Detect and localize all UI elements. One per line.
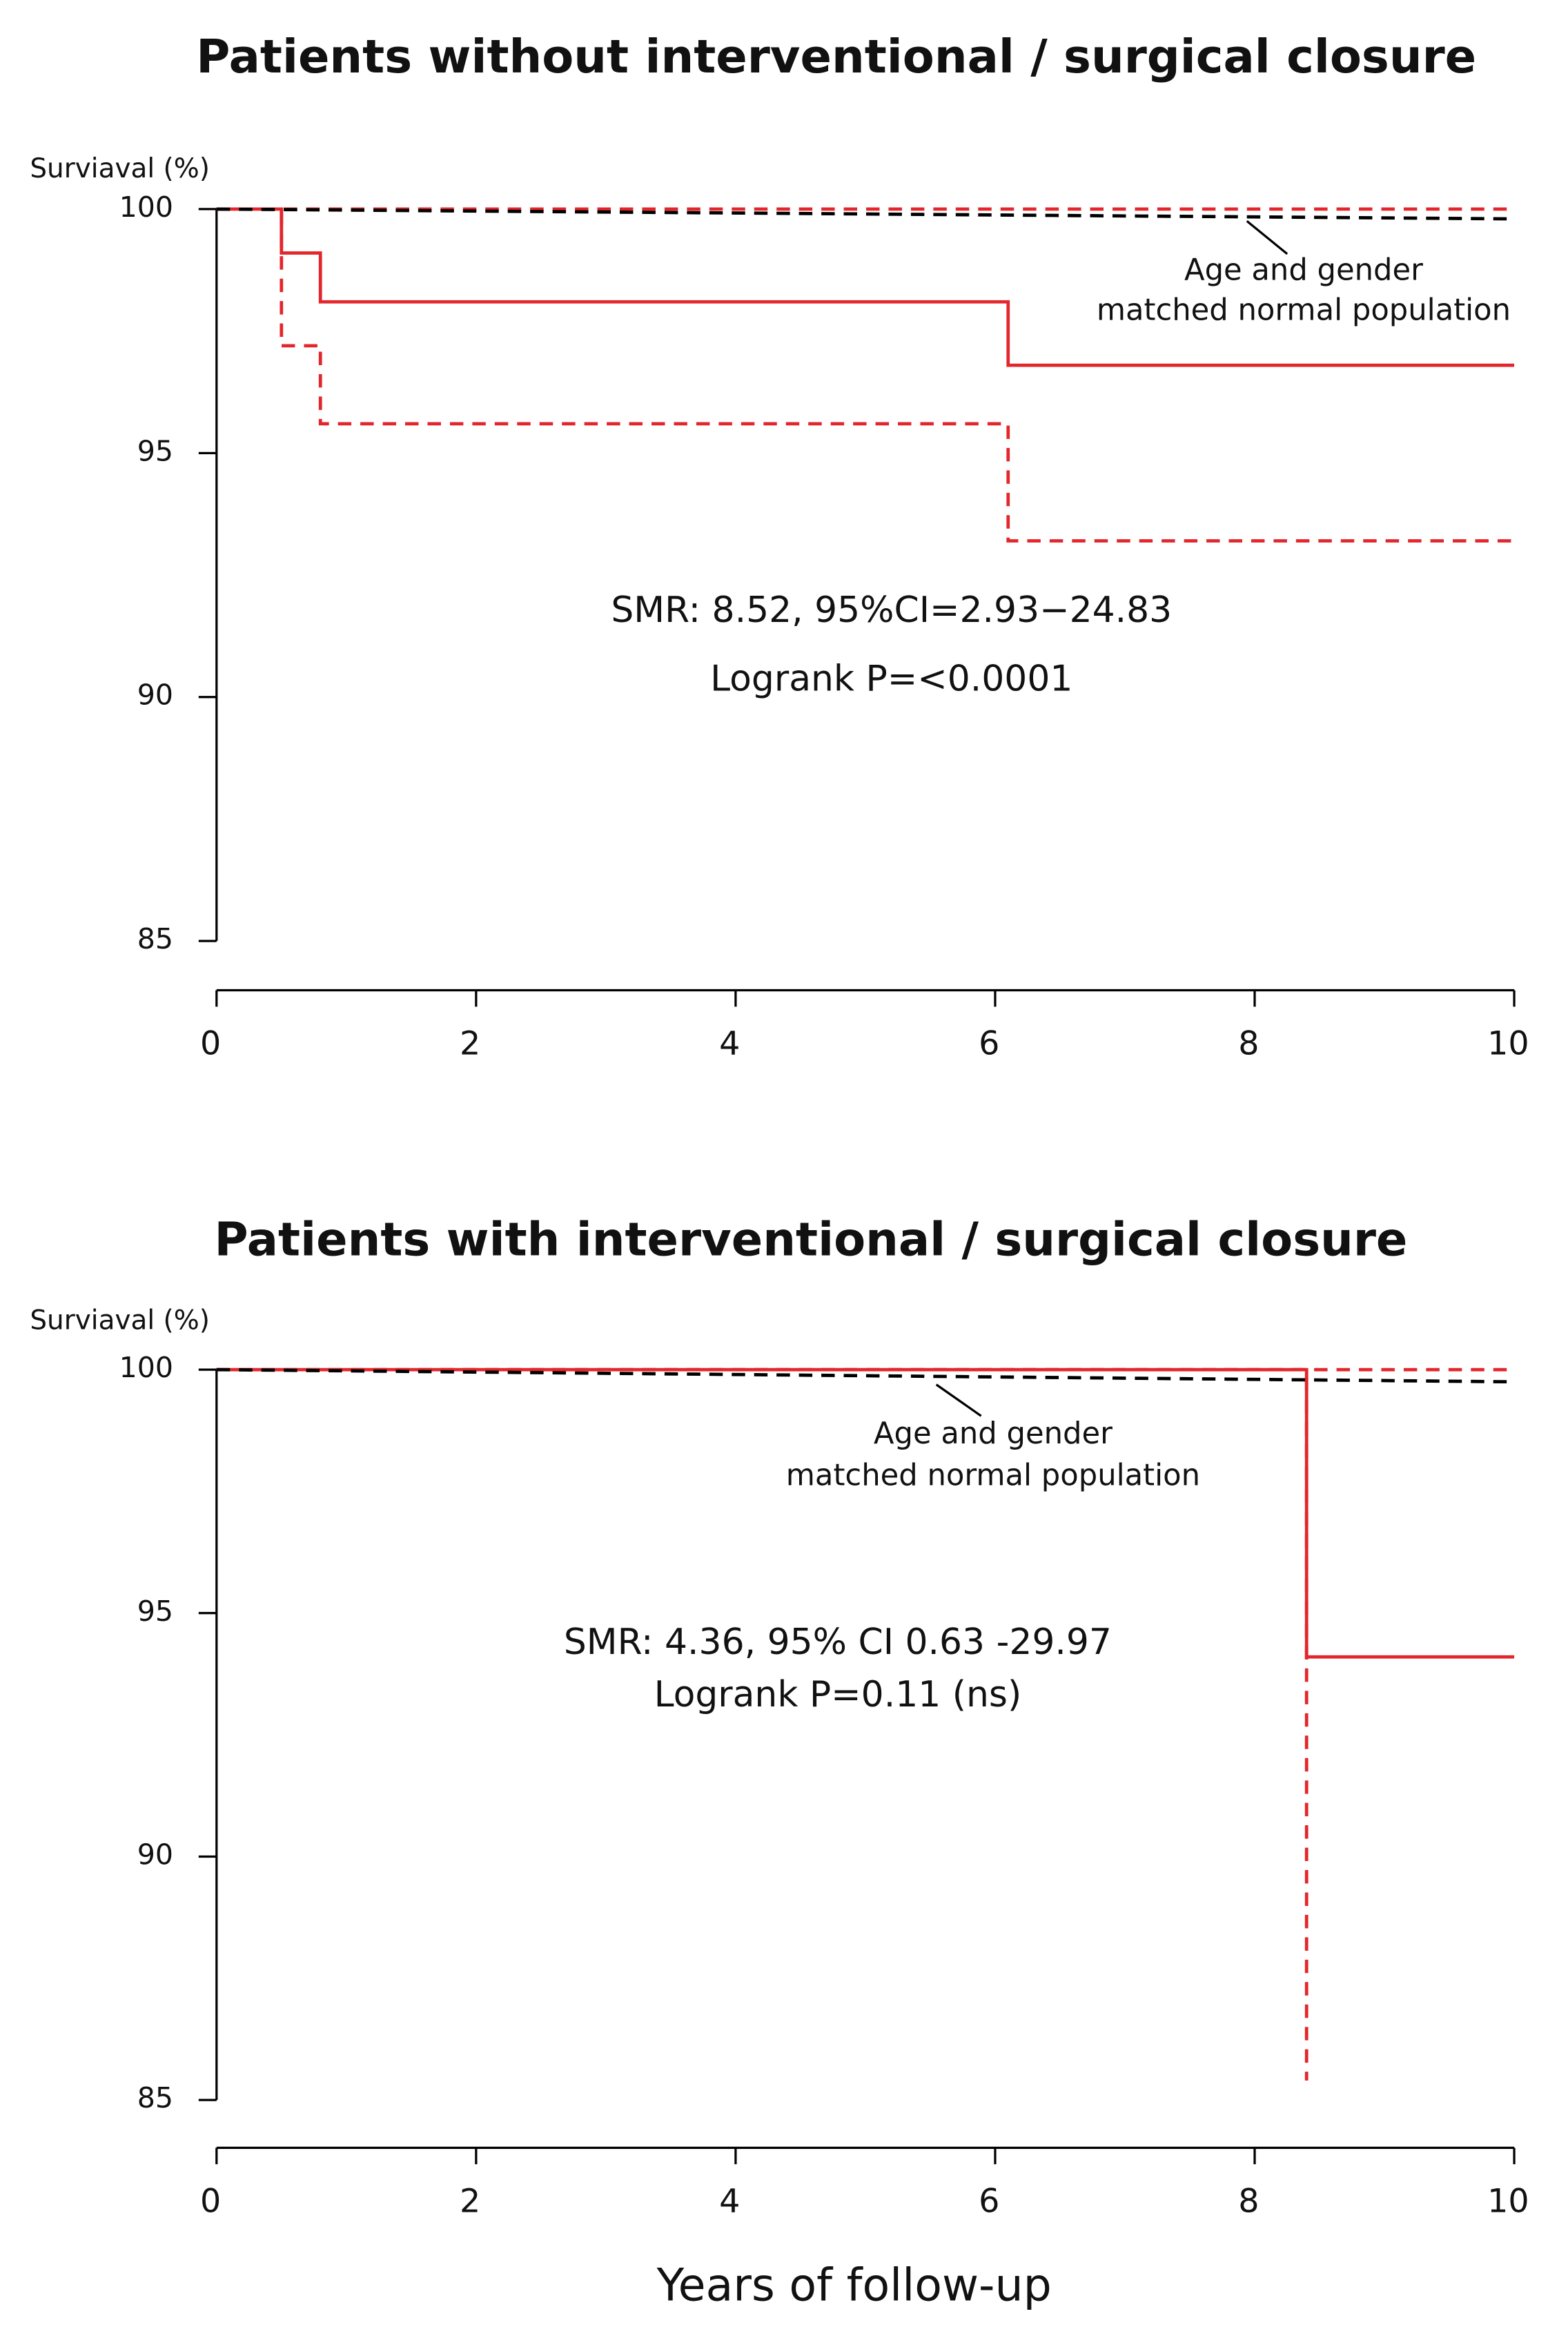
annotation: Age and gender bbox=[874, 1417, 1113, 1451]
x-tick-label: 6 bbox=[979, 1025, 999, 1063]
survival-curve bbox=[216, 1367, 1515, 1659]
y-tick-label: 100 bbox=[119, 191, 173, 224]
x-tick-label: 8 bbox=[1238, 2182, 1259, 2220]
annotation: matched normal population bbox=[786, 1458, 1200, 1492]
y-axis-label: Surviaval (%) bbox=[30, 1305, 210, 1336]
x-tick-label: 4 bbox=[719, 1025, 740, 1063]
y-tick-label: 85 bbox=[137, 2081, 173, 2114]
stats-text: SMR: 8.52, 95%CI=2.93−24.83 bbox=[611, 590, 1172, 631]
x-tick-label: 4 bbox=[719, 2182, 740, 2220]
y-tick-label: 95 bbox=[137, 434, 173, 467]
x-tick-label: 10 bbox=[1487, 1025, 1529, 1063]
x-tick-label: 6 bbox=[979, 2182, 999, 2220]
survival-curve bbox=[216, 1367, 1515, 1384]
chart-title: Patients without interventional / surgic… bbox=[196, 30, 1476, 84]
x-tick-label: 10 bbox=[1487, 2182, 1529, 2220]
y-tick-label: 100 bbox=[119, 1351, 173, 1384]
stats-text: SMR: 4.36, 95% CI 0.63 -29.97 bbox=[564, 1622, 1112, 1663]
annotation-pointer bbox=[1246, 220, 1288, 255]
y-tick-label: 90 bbox=[137, 1838, 173, 1871]
x-tick-label: 0 bbox=[200, 2182, 221, 2220]
y-tick-label: 95 bbox=[137, 1595, 173, 1628]
y-tick-label: 90 bbox=[137, 679, 173, 712]
x-tick-label: 0 bbox=[200, 1025, 221, 1063]
chart-title: Patients with interventional / surgical … bbox=[214, 1213, 1407, 1267]
y-tick-label: 85 bbox=[137, 922, 173, 955]
annotation: matched normal population bbox=[1097, 293, 1511, 328]
survival-curve bbox=[216, 207, 1515, 543]
survival-curve bbox=[216, 207, 1515, 221]
stats-text: Logrank P=0.11 (ns) bbox=[654, 1674, 1022, 1715]
annotation: Age and gender bbox=[1184, 253, 1423, 287]
annotation-pointer bbox=[935, 1383, 982, 1417]
x-axis-label: Years of follow-up bbox=[656, 2259, 1052, 2311]
x-tick-label: 2 bbox=[460, 2182, 480, 2220]
y-axis-label: Surviaval (%) bbox=[30, 153, 210, 184]
x-tick-label: 8 bbox=[1238, 1025, 1259, 1063]
survival-curve bbox=[216, 1367, 1309, 2081]
x-tick-label: 2 bbox=[460, 1025, 480, 1063]
stats-text: Logrank P=<0.0001 bbox=[710, 659, 1072, 700]
